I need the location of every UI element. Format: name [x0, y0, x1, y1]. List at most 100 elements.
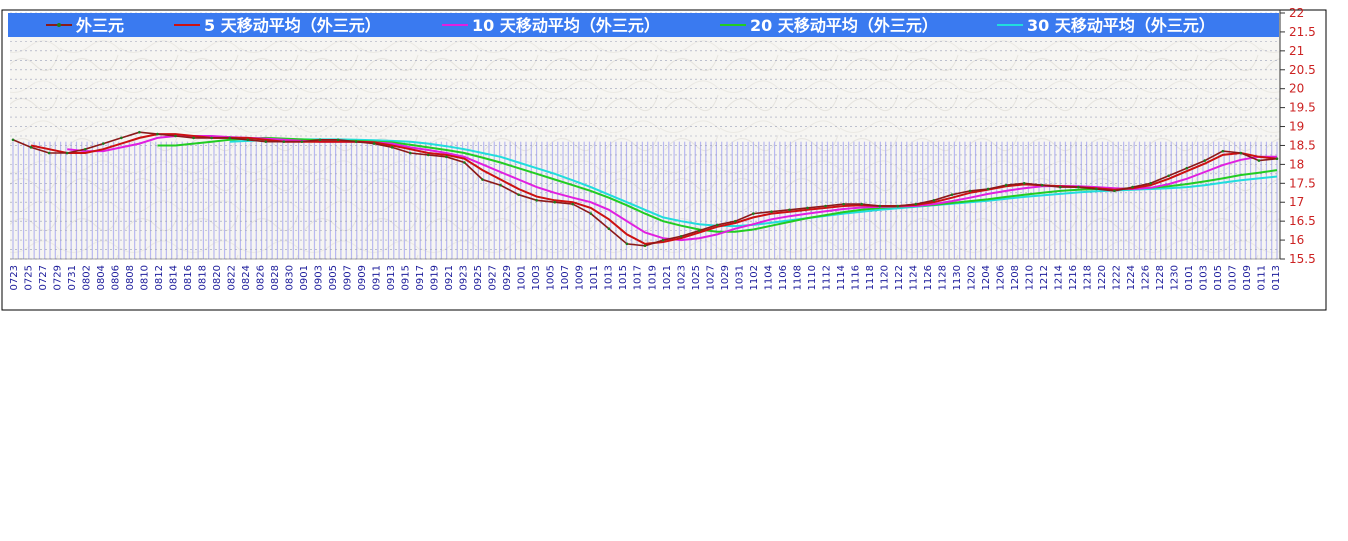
data-point	[1149, 182, 1152, 185]
data-point	[535, 199, 538, 202]
x-tick-label: 1023	[676, 265, 687, 290]
x-tick-label: 1220	[1097, 265, 1108, 290]
data-point	[1113, 189, 1116, 193]
data-point	[679, 234, 683, 238]
background-bars	[12, 141, 1278, 259]
data-point	[246, 138, 250, 142]
data-point	[733, 219, 737, 223]
x-tick-label: 0909	[357, 265, 368, 290]
legend: 外三元 5 天移动平均（外三元） 10 天移动平均（外三元） 20 天移动平均（外三元…	[8, 13, 1279, 37]
data-point	[968, 189, 972, 193]
x-tick-label: 0822	[227, 265, 238, 290]
x-tick-label: 0725	[24, 265, 35, 290]
legend-label-4: 30 天移动平均（外三元）	[1027, 16, 1215, 35]
x-tick-label: 1118	[865, 265, 876, 290]
data-point	[661, 238, 665, 242]
data-point	[1275, 157, 1279, 161]
data-point	[445, 155, 448, 159]
legend-marker	[57, 23, 61, 27]
data-point	[210, 136, 213, 140]
data-point	[1167, 174, 1170, 178]
x-tick-label: 1003	[531, 265, 542, 290]
data-point	[427, 153, 430, 157]
data-point	[120, 136, 123, 140]
data-point	[824, 204, 827, 208]
x-tick-label: 0109	[1242, 265, 1253, 290]
x-tick-label: 1124	[908, 265, 919, 290]
data-point	[282, 140, 286, 143]
chart-container: 外三元 5 天移动平均（外三元） 10 天移动平均（外三元） 20 天移动平均（外三元…	[1, 6, 1327, 311]
x-tick-label: 1009	[575, 265, 586, 290]
x-tick-label: 1206	[995, 265, 1006, 290]
x-tick-label: 1126	[923, 265, 934, 290]
x-tick-label: 1208	[1010, 265, 1021, 290]
data-point	[228, 136, 231, 140]
x-tick-label: 1112	[821, 265, 832, 290]
x-tick-label: 1031	[734, 265, 745, 290]
x-tick-label: 0723	[9, 265, 20, 290]
legend-label-1: 5 天移动平均（外三元）	[204, 16, 381, 35]
y-tick-label: 15.5	[1289, 252, 1316, 266]
data-point	[101, 142, 105, 145]
y-tick-label: 17	[1289, 195, 1304, 209]
data-point	[11, 138, 15, 142]
chart-frame	[1, 9, 1327, 311]
x-tick-label: 0828	[270, 265, 281, 290]
legend-bar	[8, 13, 1279, 37]
data-point	[192, 136, 195, 140]
series-lines	[11, 130, 1279, 248]
data-point	[156, 132, 159, 136]
x-tick-label: 0903	[314, 265, 325, 290]
data-point	[264, 140, 268, 143]
x-tick-label: 0113	[1271, 265, 1282, 290]
x-tick-label: 1011	[589, 265, 600, 290]
data-point	[354, 140, 358, 143]
data-point	[300, 140, 304, 143]
x-tick-label: 0802	[82, 265, 93, 290]
data-point	[1059, 185, 1062, 189]
x-tick-label: 1013	[604, 265, 615, 290]
data-point	[715, 223, 719, 227]
x-tick-label: 0905	[328, 265, 339, 290]
x-tick-label: 1116	[850, 265, 861, 290]
x-tick-label: 0919	[430, 265, 441, 290]
line-chart: 外三元 5 天移动平均（外三元） 10 天移动平均（外三元） 20 天移动平均（外三元…	[1, 6, 1327, 311]
y-tick-label: 17.5	[1289, 176, 1316, 190]
data-point	[571, 202, 575, 206]
data-point	[318, 138, 322, 142]
x-tick-label: 1218	[1082, 265, 1093, 290]
x-tick-label: 1029	[720, 265, 731, 290]
x-tick-label: 0816	[183, 265, 194, 290]
y-tick-label: 21	[1289, 44, 1304, 58]
data-point	[463, 161, 466, 164]
data-point	[878, 204, 882, 208]
x-tick-label: 1122	[894, 265, 905, 290]
data-point	[1203, 159, 1207, 162]
x-tick-label: 0921	[444, 265, 455, 290]
data-point	[372, 142, 376, 145]
data-point	[1095, 187, 1098, 191]
x-tick-label: 0826	[256, 265, 267, 290]
x-tick-label: 1230	[1170, 265, 1181, 290]
y-tick-label: 21.5	[1289, 25, 1316, 39]
x-tick-label: 1021	[662, 265, 673, 290]
y-tick-label: 16.5	[1289, 214, 1316, 228]
data-point	[896, 204, 900, 208]
x-tick-label: 0901	[299, 265, 310, 290]
data-point	[770, 210, 773, 213]
x-tick-label: 0806	[111, 265, 122, 290]
x-tick-label: 0913	[386, 265, 397, 290]
x-tick-label: 1224	[1126, 265, 1137, 290]
x-tick-label: 1210	[1024, 265, 1035, 290]
data-point	[788, 208, 791, 212]
y-tick-label: 22	[1289, 6, 1304, 20]
data-point	[697, 229, 701, 232]
x-tick-label: 0804	[96, 265, 107, 290]
data-point	[390, 146, 394, 149]
x-tick-label: 1007	[560, 265, 571, 290]
x-tick-label: 1102	[749, 265, 760, 290]
x-tick-label: 0927	[488, 265, 499, 290]
y-tick-label: 19.5	[1289, 101, 1316, 115]
x-tick-label: 1212	[1039, 265, 1050, 290]
x-tick-label: 0830	[285, 265, 296, 290]
